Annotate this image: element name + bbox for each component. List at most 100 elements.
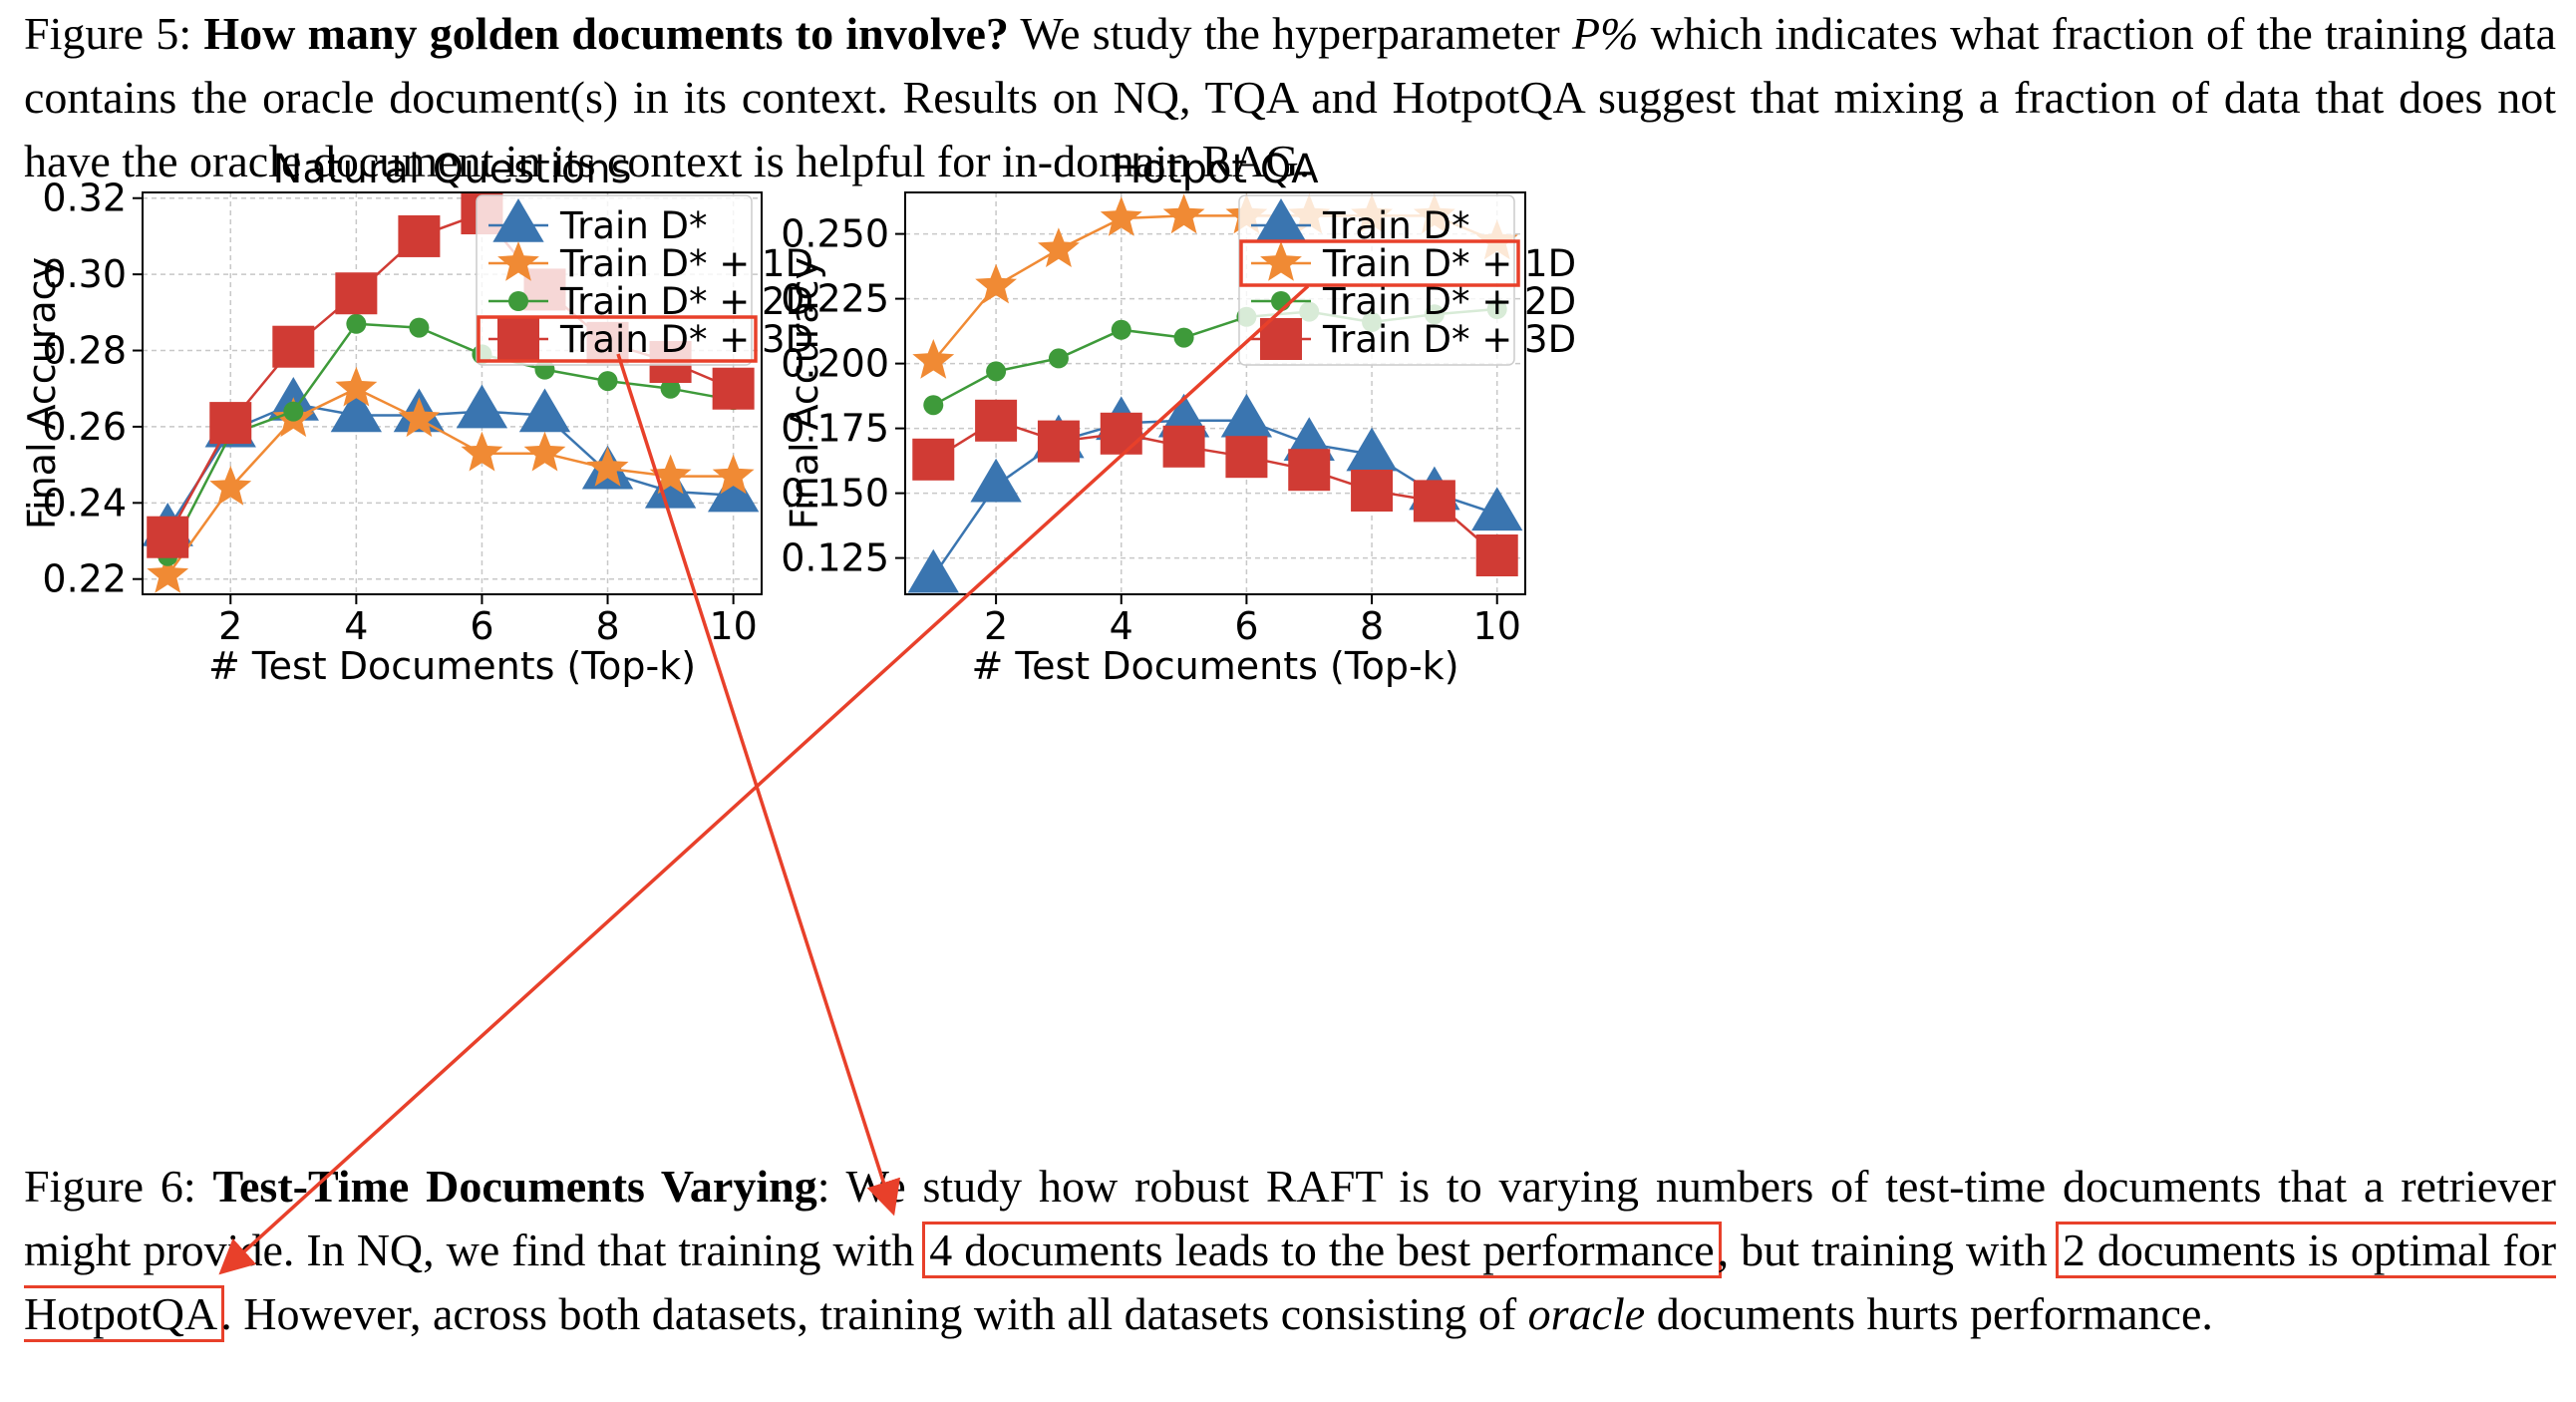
data-point (649, 454, 692, 495)
data-point (158, 545, 178, 566)
data-point (142, 503, 193, 546)
data-point (1475, 219, 1518, 260)
data-point (1225, 436, 1268, 479)
legend-box (1238, 194, 1515, 366)
arrow-to-2-documents (218, 284, 1310, 1275)
legend-label: Train D* + 3D (559, 318, 813, 361)
data-point (330, 388, 383, 433)
data-point (970, 458, 1022, 503)
y-tick-label: 0.28 (42, 329, 127, 373)
y-tick-label: 0.24 (42, 481, 127, 525)
data-point (1162, 193, 1205, 234)
figure-5-text-b: which indicates what fraction of the tra… (24, 8, 2556, 186)
y-tick-label: 0.150 (781, 472, 889, 516)
figure-6-text-b: , but training with (1717, 1225, 2060, 1275)
data-point (644, 464, 697, 509)
data-point (209, 466, 252, 506)
data-point (1173, 327, 1194, 348)
x-tick-label: 6 (1234, 604, 1258, 648)
legend-marker (1271, 291, 1291, 311)
x-tick-label: 4 (344, 604, 368, 648)
data-point (975, 263, 1017, 304)
figure-5-caption: Figure 5: How many golden documents to i… (24, 2, 2556, 193)
data-point (912, 438, 955, 481)
x-tick-label: 10 (1473, 604, 1521, 648)
y-axis-label: Final Accuracy (783, 257, 826, 529)
series-line-1 (932, 214, 1498, 362)
x-tick-label: 8 (595, 604, 619, 648)
data-point (335, 272, 378, 315)
data-point (1346, 427, 1398, 472)
data-point (346, 313, 367, 334)
legend-marker (1260, 318, 1302, 360)
x-tick-label: 10 (709, 604, 757, 648)
y-tick-label: 0.200 (781, 342, 889, 386)
series-line-3 (932, 419, 1498, 556)
data-point (209, 402, 252, 445)
figure-6-caption: Figure 6: Test-Time Documents Varying: W… (24, 1155, 2557, 1346)
legend-marker (1260, 241, 1302, 281)
series-line-3 (166, 211, 735, 538)
plot-frame (904, 191, 1526, 595)
plot-frame (142, 191, 763, 595)
data-point (1111, 319, 1131, 340)
x-tick-label: 8 (1360, 604, 1384, 648)
figure-5-title: How many golden documents to involve? (203, 8, 1009, 59)
data-point (1424, 304, 1445, 325)
legend-label: Train D* + 3D (1322, 318, 1576, 361)
data-point (204, 403, 256, 448)
legend-marker (508, 291, 528, 311)
data-point (523, 431, 566, 472)
data-point (597, 371, 618, 392)
data-point (586, 321, 629, 364)
legend-label: Train D* + 2D (1322, 280, 1576, 323)
data-point (398, 214, 441, 257)
legend-highlight-box (1239, 239, 1520, 287)
x-tick-label: 2 (218, 604, 242, 648)
data-point (1299, 301, 1320, 322)
data-point (1096, 396, 1147, 441)
data-point (461, 192, 503, 235)
data-point (272, 325, 315, 368)
series-line-2 (932, 307, 1497, 407)
x-tick-label: 4 (1110, 604, 1133, 648)
data-point (1100, 412, 1142, 455)
y-tick-label: 0.250 (781, 212, 889, 256)
data-point (472, 344, 492, 365)
y-tick-label: 0.125 (781, 536, 889, 580)
data-point (1033, 414, 1085, 459)
figure-5-math: P% (1572, 8, 1639, 59)
data-point (586, 446, 629, 487)
legend-marker (497, 241, 539, 281)
data-point (409, 317, 430, 338)
legend-label: Train D* + 1D (559, 242, 813, 285)
legend-label: Train D* + 1D (1322, 242, 1576, 285)
data-point (1037, 420, 1080, 463)
highlight-4-documents: 4 documents leads to the best performanc… (922, 1222, 1722, 1278)
data-point (272, 397, 315, 438)
data-point (1283, 417, 1335, 461)
data-point (1413, 480, 1455, 523)
y-tick-label: 0.175 (781, 407, 889, 451)
figure-5-text-a: We study the hyperparameter (1008, 8, 1572, 59)
data-point (923, 395, 944, 416)
annotations (218, 284, 1310, 1275)
y-tick-label: 0.26 (42, 405, 127, 449)
legend-label: Train D* + 2D (559, 280, 813, 323)
data-point (1225, 193, 1268, 234)
data-point (1475, 534, 1518, 576)
figure-5-label: Figure 5: (24, 8, 192, 59)
data-point (523, 268, 566, 311)
data-point (267, 377, 319, 421)
data-point (1048, 348, 1069, 369)
data-point (335, 366, 378, 407)
arrow-to-4-documents (616, 353, 901, 1217)
data-point (1038, 227, 1080, 267)
data-point (1351, 470, 1394, 512)
data-point (1486, 299, 1507, 319)
highlight-2-documents: 2 documents is optimal for HotpotQA (24, 1222, 2557, 1342)
data-point (975, 399, 1018, 442)
y-tick-label: 0.30 (42, 252, 127, 296)
data-point (1409, 466, 1460, 511)
